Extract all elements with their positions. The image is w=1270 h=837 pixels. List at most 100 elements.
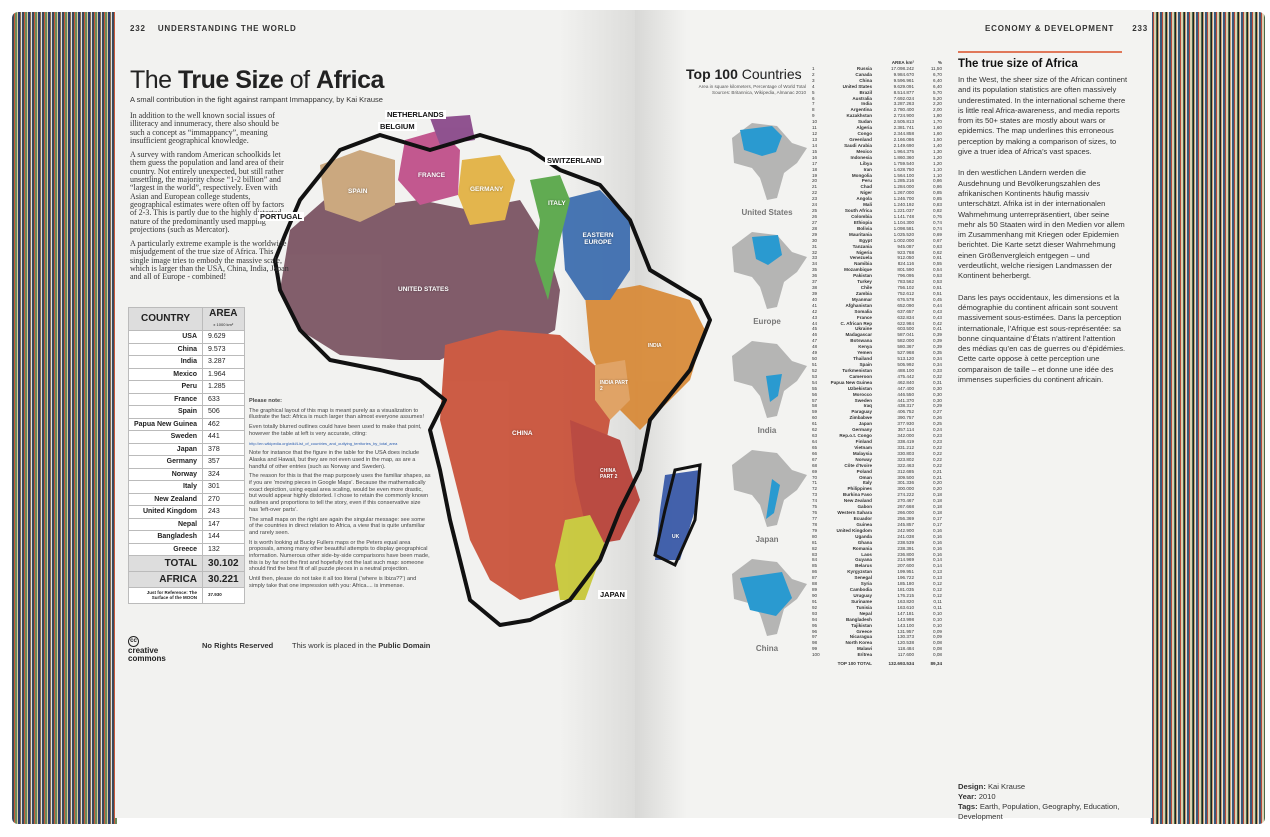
mini-africa-map	[732, 559, 807, 636]
list-item: 89 Cambodia 181.035 0,12	[812, 587, 942, 593]
rank: 60	[812, 415, 818, 421]
mini-country-overlay	[766, 479, 780, 519]
rank: 62	[812, 427, 818, 433]
list-item: 64 Finland 338.419 0,23	[812, 439, 942, 445]
percent: 1,40	[933, 142, 942, 148]
list-item: 52 Turkmenistan 488.100 0,33	[812, 368, 942, 374]
percent: 0,76	[933, 213, 942, 219]
country: C. African Rep	[840, 320, 872, 326]
list-item: 49 Yemen 527.968 0,35	[812, 350, 942, 356]
country: Japan	[858, 421, 872, 427]
country: Nicaragua	[849, 634, 872, 640]
mini-map: Europe	[722, 227, 812, 326]
percent: 0,18	[933, 510, 942, 516]
list-item: 75 Gabon 267.668 0,18	[812, 504, 942, 510]
rank: 63	[812, 433, 818, 439]
title-part: of	[283, 66, 317, 94]
area: 245.857	[897, 521, 914, 527]
year-value: 2010	[976, 792, 996, 801]
percent: 0,35	[933, 350, 942, 356]
public-domain-note: This work is placed in the Public Domain	[292, 641, 430, 650]
area: 357.114	[897, 427, 914, 433]
rank: 78	[812, 521, 818, 527]
list-item: 5 Brazil 8.514.877 5,70	[812, 90, 942, 96]
country: Greenland	[849, 136, 872, 142]
mini-map-label: China	[755, 644, 779, 653]
percent: 0,85	[933, 190, 942, 196]
country: South Africa	[844, 208, 872, 214]
country-area: 357	[202, 455, 245, 469]
country: Vietnam	[854, 444, 872, 450]
area: 267.668	[897, 504, 914, 510]
percent: 0,16	[933, 527, 942, 533]
list-item: 32 Nigeria 923.768 0,62	[812, 250, 942, 256]
list-item: 41 Afghanistan 652.090 0,44	[812, 303, 942, 309]
percent: 0,23	[933, 433, 942, 439]
percent: 0,12	[933, 592, 942, 598]
poster-title: The True Size of Africa	[130, 66, 384, 95]
area: 256.369	[897, 515, 914, 521]
list-item: 59 Paraguay 406.752 0,27	[812, 409, 942, 415]
area: 390.757	[897, 415, 914, 421]
label-uk: UK	[672, 534, 680, 540]
rank: 55	[812, 385, 818, 391]
area: 676.578	[897, 296, 914, 302]
percent: 0,11	[933, 598, 942, 604]
rank: 54	[812, 379, 818, 385]
rank: 28	[812, 225, 818, 231]
list-item: 74 New Zealand 270.467 0,18	[812, 498, 942, 504]
list-item: 17 Libya 1.759.540 1,20	[812, 161, 942, 167]
right-running-head: ECONOMY & DEVELOPMENT 233	[985, 24, 1148, 33]
rank: 2	[812, 71, 815, 77]
list-item: 36 Pakistan 796.095 0,53	[812, 273, 942, 279]
country: Chile	[860, 285, 872, 291]
rank: 14	[812, 142, 818, 148]
percent: 0,55	[933, 261, 942, 267]
country: Cambodia	[849, 587, 872, 593]
list-item: 91 Suriname 163.820 0,11	[812, 599, 942, 605]
country: Iran	[863, 166, 872, 172]
rank: 86	[812, 569, 818, 575]
rank: 12	[812, 131, 818, 137]
percent: 0,18	[933, 492, 942, 498]
percent: 0,23	[933, 439, 942, 444]
area: 622.984	[897, 320, 914, 326]
area: 756.102	[897, 285, 914, 291]
area: 301.336	[897, 480, 914, 486]
percent: 0,44	[933, 302, 942, 308]
rank: 38	[812, 285, 818, 291]
area: 1.284.000	[893, 184, 914, 190]
cc-wordmark: creative commons	[128, 646, 166, 663]
percent: 0,08	[933, 640, 942, 646]
country: Sudan	[857, 119, 872, 125]
percent: 0,20	[933, 480, 942, 486]
accent-rule	[958, 51, 1122, 53]
country: United States	[842, 83, 872, 89]
list-item: 71 Italy 301.336 0,20	[812, 480, 942, 486]
area-table: COUNTRY AREA x 1000 km² USA 9.629 China 9.57…	[127, 307, 245, 604]
intro-paragraph: A particularly extreme example is the wo…	[130, 239, 289, 282]
area: 270.467	[897, 498, 914, 504]
country: Kazakhstan	[846, 113, 872, 119]
percent: 0,13	[933, 569, 942, 575]
area: 309.500	[897, 474, 914, 480]
list-item: 13 Greenland 2.166.086 1,50	[812, 137, 942, 143]
list-item: 38 Chile 756.102 0,51	[812, 285, 942, 291]
country: Mexico	[856, 148, 872, 154]
country: Mali	[863, 202, 872, 208]
country: Suriname	[851, 598, 872, 604]
list-item: 28 Bolivia 1.098.581 0,74	[812, 226, 942, 232]
label-united-states: UNITED STATES	[398, 286, 449, 293]
book-edge-left	[12, 12, 117, 824]
mini-map: Japan	[722, 445, 812, 544]
wikipedia-link[interactable]: http://en.wikipedia.org/wiki/List_of_cou…	[249, 440, 398, 446]
africa-outline	[273, 133, 712, 627]
list-item: 16 Indonesia 1.860.360 1,20	[812, 155, 942, 161]
country: Afghanistan	[845, 302, 872, 308]
label-france: FRANCE	[418, 172, 446, 179]
rank: 75	[812, 504, 818, 510]
percent: 0,83	[933, 202, 942, 208]
public-domain-prefix: This work is placed in the	[292, 641, 379, 650]
rank: 22	[812, 190, 818, 196]
country: Uruguay	[853, 592, 872, 598]
